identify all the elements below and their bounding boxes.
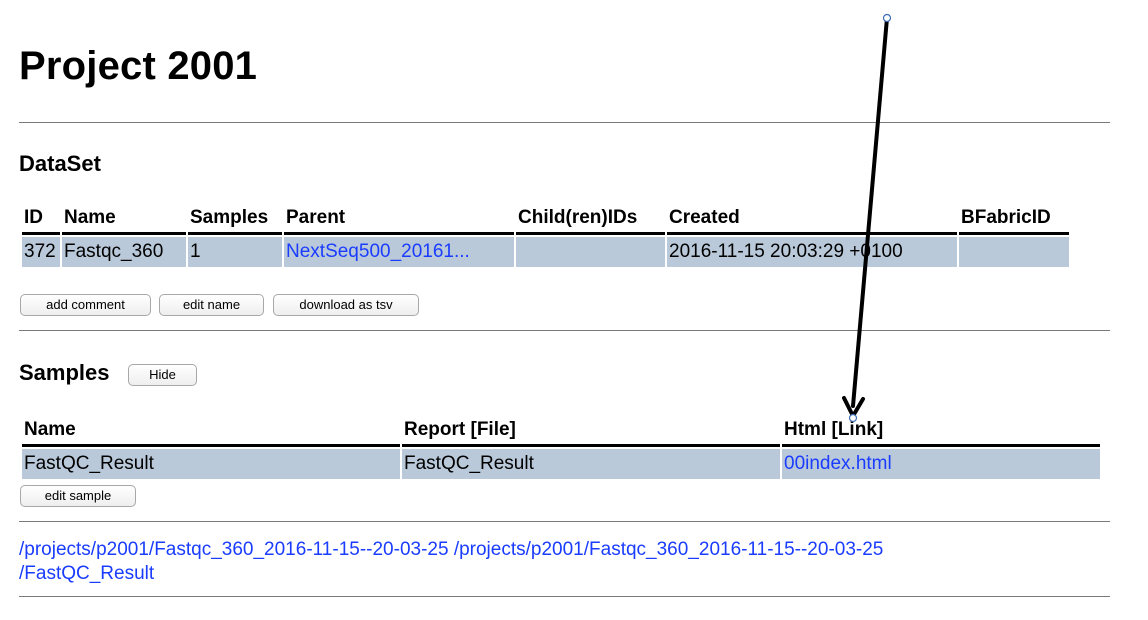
arrow-start-handle[interactable] <box>882 13 892 23</box>
column-header-report: Report [File] <box>402 417 780 447</box>
path-links: /projects/p2001/Fastqc_360_2016-11-15--2… <box>19 538 1110 586</box>
column-header-children: Child(ren)IDs <box>516 205 665 235</box>
cell-id: 372 <box>22 237 60 267</box>
cell-parent: NextSeq500_20161... <box>284 237 514 267</box>
column-header-samples: Samples <box>188 205 282 235</box>
project-path-link[interactable]: /projects/p2001/Fastqc_360_2016-11-15--2… <box>19 539 884 560</box>
html-report-link[interactable]: 00index.html <box>784 453 892 474</box>
edit-name-button[interactable]: edit name <box>159 294 264 316</box>
divider <box>19 330 1110 331</box>
column-header-parent: Parent <box>284 205 514 235</box>
cell-name: Fastqc_360 <box>62 237 186 267</box>
column-header-created: Created <box>667 205 957 235</box>
column-header-name: Name <box>62 205 186 235</box>
cell-report: FastQC_Result <box>402 449 780 479</box>
dataset-table: ID Name Samples Parent Child(ren)IDs Cre… <box>20 203 1071 269</box>
cell-html: 00index.html <box>782 449 1100 479</box>
divider <box>19 596 1110 597</box>
cell-sample-name: FastQC_Result <box>22 449 400 479</box>
hide-samples-button[interactable]: Hide <box>128 364 197 386</box>
table-row: FastQC_Result FastQC_Result 00index.html <box>22 449 1100 479</box>
cell-bfabric-id <box>959 237 1069 267</box>
samples-table: Name Report [File] Html [Link] FastQC_Re… <box>20 415 1102 481</box>
cell-created: 2016-11-15 20:03:29 +0100 <box>667 237 957 267</box>
divider <box>19 521 1110 522</box>
divider <box>19 122 1110 123</box>
column-header-id: ID <box>22 205 60 235</box>
download-tsv-button[interactable]: download as tsv <box>273 294 419 316</box>
column-header-html: Html [Link] <box>782 417 1100 447</box>
cell-children <box>516 237 665 267</box>
result-path-link[interactable]: /FastQC_Result <box>19 563 155 584</box>
cell-samples: 1 <box>188 237 282 267</box>
column-header-name: Name <box>22 417 400 447</box>
edit-sample-button[interactable]: edit sample <box>20 485 136 507</box>
column-header-bfabric-id: BFabricID <box>959 205 1069 235</box>
add-comment-button[interactable]: add comment <box>20 294 151 316</box>
dataset-heading: DataSet <box>19 151 101 176</box>
samples-heading: Samples <box>19 360 110 385</box>
page-title: Project 2001 <box>19 44 258 88</box>
table-header-row: Name Report [File] Html [Link] <box>22 417 1100 447</box>
table-header-row: ID Name Samples Parent Child(ren)IDs Cre… <box>22 205 1069 235</box>
parent-link[interactable]: NextSeq500_20161... <box>286 241 470 262</box>
table-row: 372 Fastqc_360 1 NextSeq500_20161... 201… <box>22 237 1069 267</box>
